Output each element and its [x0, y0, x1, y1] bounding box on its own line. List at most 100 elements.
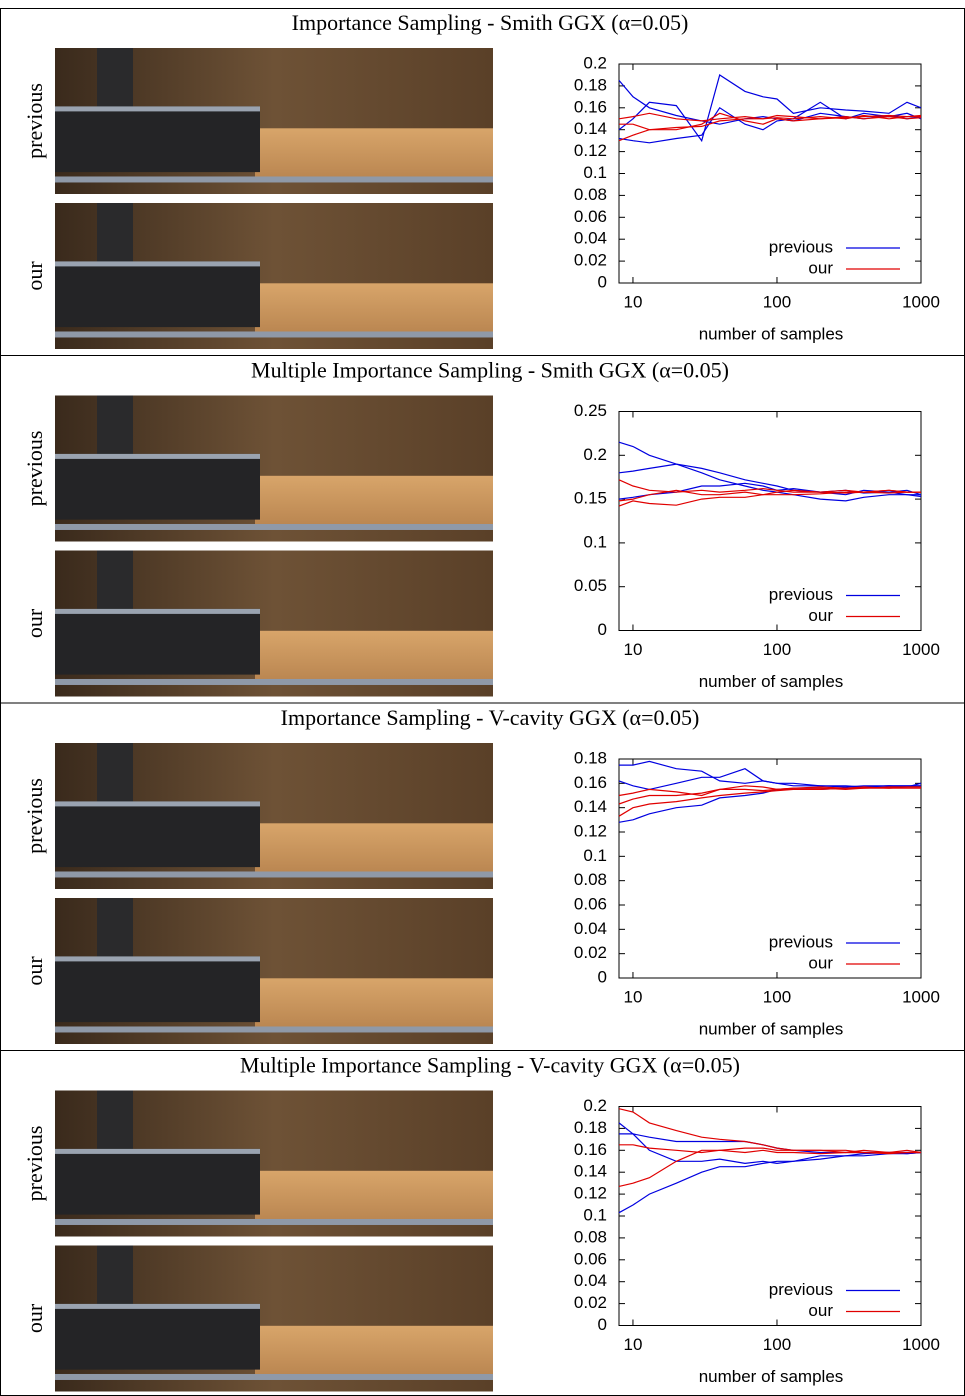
y-tick-label: 0.2 [583, 445, 607, 464]
x-axis-label: number of samples [699, 1019, 844, 1038]
x-tick-label: 10 [623, 987, 642, 1006]
disc-rim [55, 956, 260, 962]
post [97, 743, 133, 809]
post [97, 898, 133, 964]
panel-title: Importance Sampling - Smith GGX (α=0.05) [292, 10, 689, 35]
post [97, 550, 133, 617]
sand [255, 128, 493, 180]
disc [55, 106, 260, 173]
y-tick-label: 0.08 [574, 185, 607, 204]
y-tick-label: 0.16 [574, 97, 607, 116]
y-tick-label: 0.1 [583, 163, 607, 182]
post [97, 48, 133, 114]
series-line [619, 112, 922, 131]
series-line [618, 463, 922, 502]
render-image [55, 1090, 493, 1237]
series-line [619, 760, 921, 788]
disc [55, 261, 260, 328]
y-tick-label: 0.05 [574, 576, 607, 595]
y-tick-label: 0.1 [583, 532, 607, 551]
x-tick-label: 1000 [902, 987, 940, 1006]
plate-rim [55, 1373, 493, 1380]
y-tick-label: 0 [598, 620, 607, 639]
post [97, 1090, 133, 1157]
legend-label: previous [769, 237, 833, 256]
render-image [55, 395, 493, 542]
series-line [618, 101, 922, 144]
x-tick-label: 100 [763, 292, 791, 311]
y-tick-label: 0.08 [574, 870, 607, 889]
legend-label: our [808, 258, 833, 277]
plot-frame [618, 758, 922, 979]
image-label: previous [22, 83, 47, 159]
sand [255, 823, 493, 875]
x-tick-label: 100 [763, 1335, 791, 1354]
series-line [618, 489, 921, 507]
series-line [618, 489, 921, 502]
image-label: previous [22, 1126, 47, 1202]
y-tick-label: 0.02 [574, 1293, 607, 1312]
y-tick-label: 0.14 [574, 1162, 607, 1181]
legend-label: our [808, 606, 833, 625]
render-image [55, 48, 493, 194]
disc-rim [55, 106, 260, 112]
series-line [618, 1151, 922, 1214]
sand [255, 978, 493, 1030]
x-axis-label: number of samples [699, 1367, 844, 1386]
disc [55, 801, 260, 868]
plate-rim [55, 1218, 493, 1225]
y-tick-label: 0.16 [574, 1140, 607, 1159]
panel-title: Importance Sampling - V-cavity GGX (α=0.… [281, 705, 700, 730]
y-tick-label: 0.18 [574, 748, 607, 767]
y-tick-label: 0 [598, 1315, 607, 1334]
y-tick-label: 0.1 [583, 1205, 607, 1224]
series-line [618, 1108, 922, 1154]
post [97, 395, 133, 462]
y-tick-label: 0.08 [574, 1227, 607, 1246]
sand [255, 1170, 493, 1222]
render-image [55, 743, 493, 889]
image-label: our [22, 261, 47, 291]
disc-rim [55, 453, 260, 459]
image-label: our [22, 1303, 47, 1333]
disc [55, 956, 260, 1023]
render-image [55, 1245, 493, 1392]
post [97, 203, 133, 269]
y-tick-label: 0.06 [574, 207, 607, 226]
legend-label: our [808, 953, 833, 972]
x-axis-label: number of samples [699, 672, 844, 691]
y-tick-label: 0.16 [574, 773, 607, 792]
x-tick-label: 100 [763, 987, 791, 1006]
legend-label: previous [769, 585, 833, 604]
render-image [55, 203, 493, 349]
x-tick-label: 1000 [902, 1335, 940, 1354]
plate-rim [55, 176, 493, 183]
x-tick-label: 1000 [902, 292, 940, 311]
panel-title: Multiple Importance Sampling - V-cavity … [240, 1053, 740, 1078]
y-tick-label: 0 [598, 967, 607, 986]
sand [255, 283, 493, 335]
y-tick-label: 0.04 [574, 229, 607, 248]
image-label: previous [22, 778, 47, 854]
y-tick-label: 0.12 [574, 1184, 607, 1203]
series-line [618, 786, 921, 805]
series-line [618, 785, 921, 797]
series-line [618, 114, 922, 142]
plate-rim [55, 871, 493, 878]
disc-rim [55, 608, 260, 614]
disc [55, 1148, 260, 1215]
x-tick-label: 10 [623, 640, 642, 659]
plate-rim [55, 523, 493, 530]
sand [255, 475, 493, 527]
y-tick-label: 0.02 [574, 943, 607, 962]
image-label: our [22, 956, 47, 986]
render-image [55, 898, 493, 1044]
disc-rim [55, 1303, 260, 1309]
y-tick-label: 0.06 [574, 1249, 607, 1268]
y-tick-label: 0.1 [583, 846, 607, 865]
series-line [618, 74, 922, 143]
y-tick-label: 0.2 [583, 53, 607, 72]
y-tick-label: 0.04 [574, 1271, 607, 1290]
x-tick-label: 1000 [902, 640, 940, 659]
series-line [618, 1122, 921, 1165]
